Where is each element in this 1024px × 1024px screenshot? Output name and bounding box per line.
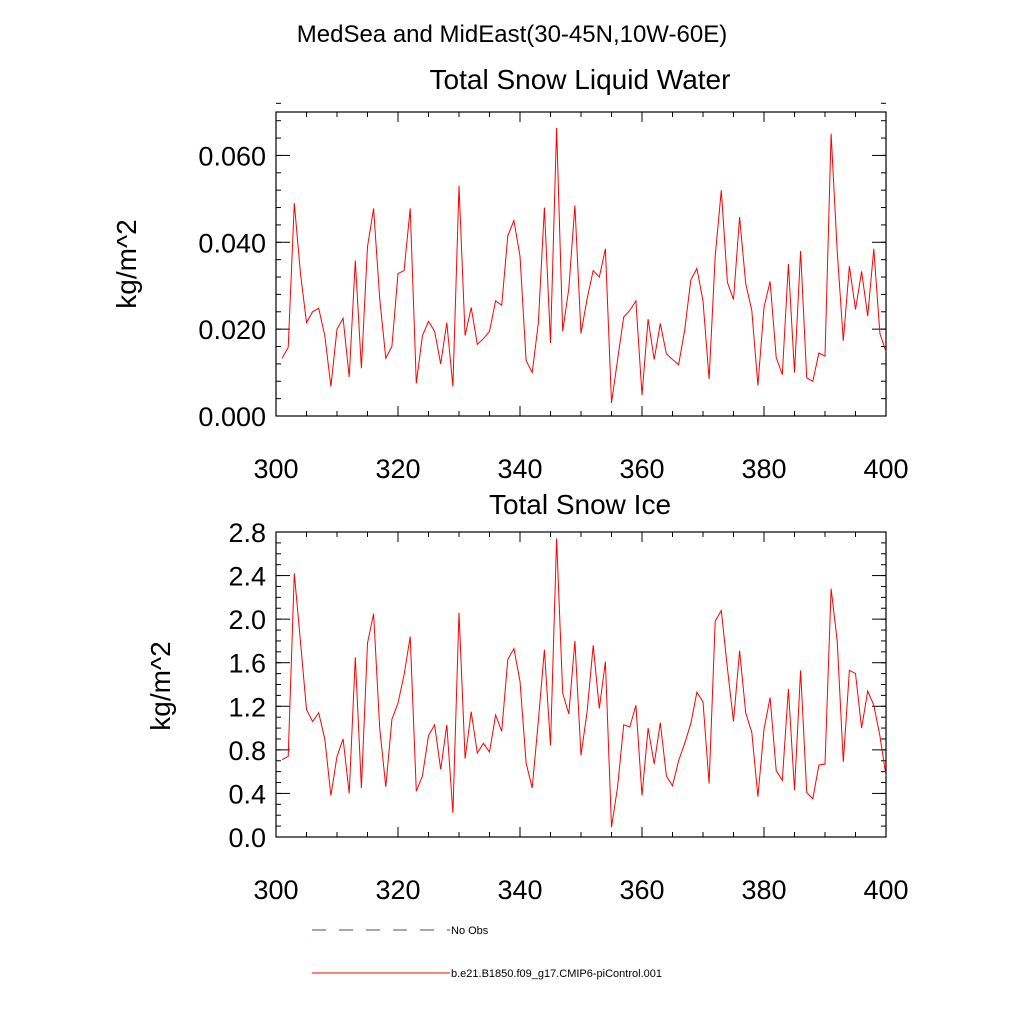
y-tick-label: 2.4 — [228, 562, 266, 592]
panel-top: Total Snow Liquid Water kg/m^2 300 320 340… — [111, 64, 909, 484]
x-tick-label: 400 — [863, 875, 908, 905]
series-line — [281, 128, 887, 404]
panel-title-top: Total Snow Liquid Water — [430, 64, 731, 95]
y-tick-label: 0.8 — [228, 736, 266, 766]
y-tick-label: 2.8 — [228, 518, 266, 548]
y-tick-label: 1.6 — [228, 649, 266, 679]
y-tick-label: 1.2 — [228, 692, 266, 722]
legend-label-no-obs: No Obs — [451, 925, 489, 937]
legend: No Obs b.e21.B1850.f09_g17.CMIP6-piContr… — [312, 925, 662, 980]
y-axis-label-top: kg/m^2 — [111, 219, 142, 308]
x-tick-label: 320 — [375, 454, 420, 484]
x-tick-label: 380 — [741, 875, 786, 905]
main-title: MedSea and MidEast(30-45N,10W-60E) — [297, 21, 727, 48]
y-tick-label: 2.0 — [228, 605, 266, 635]
x-tick-label: 360 — [619, 454, 664, 484]
plot-area-bottom: 300 320 340 360 380 400 0.0 0.4 0.8 1.2 1.6 2.0 2.4 2… — [228, 518, 908, 905]
panel-title-bottom: Total Snow Ice — [489, 489, 671, 520]
x-tick-label: 380 — [741, 454, 786, 484]
y-tick-label: 0.0 — [228, 823, 266, 853]
plot-area-top: 300 320 340 360 380 400 0.000 0.020 0.040 0.060 — [198, 102, 909, 484]
plot-frame — [275, 531, 887, 838]
x-tick-label: 400 — [863, 454, 908, 484]
y-tick-label: 0.000 — [198, 402, 266, 432]
y-tick-label: 0.020 — [198, 315, 266, 345]
x-tick-label: 320 — [375, 875, 420, 905]
y-axis-label-bottom: kg/m^2 — [145, 641, 176, 730]
x-tick-label: 300 — [253, 454, 298, 484]
legend-label-model: b.e21.B1850.f09_g17.CMIP6-piControl.001 — [451, 968, 662, 980]
y-tick-label: 0.040 — [198, 228, 266, 258]
x-tick-label: 300 — [253, 875, 298, 905]
x-tick-label: 360 — [619, 875, 664, 905]
y-tick-label: 0.060 — [198, 141, 266, 171]
series-line — [281, 538, 887, 828]
panel-bottom: Total Snow Ice kg/m^2 300 320 340 360 380 400… — [145, 489, 909, 905]
x-tick-label: 340 — [497, 454, 542, 484]
x-tick-label: 340 — [497, 875, 542, 905]
y-tick-label: 0.4 — [228, 779, 266, 809]
